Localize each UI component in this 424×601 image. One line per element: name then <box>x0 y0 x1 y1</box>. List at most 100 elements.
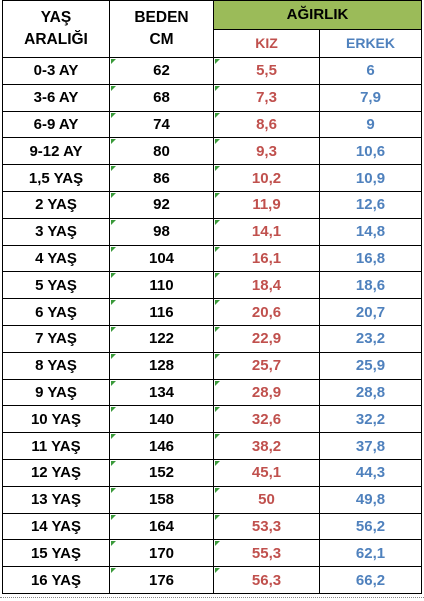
table-row: 1,5 YAŞ 86 10,2 10,9 <box>2 164 423 192</box>
table-row: 0-3 AY 62 5,5 6 <box>2 57 423 85</box>
boy-weight-cell: 6 <box>318 57 423 85</box>
table-row: 3-6 AY 68 7,3 7,9 <box>2 83 423 112</box>
size-cell: 170 <box>109 539 214 568</box>
girl-weight-cell: 28,9 <box>213 378 320 407</box>
boy-weight-cell: 44,3 <box>318 458 423 487</box>
girl-weight-cell: 9,3 <box>213 137 320 166</box>
age-cell: 9-12 AY <box>2 137 110 166</box>
boy-weight-cell: 66,2 <box>318 566 423 594</box>
size-cell: 86 <box>109 164 214 192</box>
boy-weight-cell: 62,1 <box>318 539 423 568</box>
boy-weight-cell: 25,9 <box>318 351 423 380</box>
table-row: 6-9 AY 74 8,6 9 <box>2 110 423 139</box>
girl-weight-cell: 14,1 <box>213 217 320 246</box>
age-cell: 9 YAŞ <box>2 378 110 407</box>
age-cell: 14 YAŞ <box>2 512 110 541</box>
girl-weight-cell: 20,6 <box>213 298 320 326</box>
size-cell: 164 <box>109 512 214 541</box>
size-header: BEDEN CM <box>109 0 214 58</box>
boy-weight-cell: 56,2 <box>318 512 423 541</box>
weight-header: AĞIRLIK <box>212 0 423 30</box>
size-cell: 176 <box>109 566 214 594</box>
age-cell: 10 YAŞ <box>2 405 110 434</box>
age-cell: 16 YAŞ <box>2 566 110 594</box>
size-cell: 116 <box>109 298 214 326</box>
sheet-bottom-edge <box>0 597 424 601</box>
boy-weight-cell: 32,2 <box>318 405 423 434</box>
age-cell: 1,5 YAŞ <box>2 164 110 192</box>
table-row: 15 YAŞ 170 55,3 62,1 <box>2 539 423 568</box>
age-cell: 0-3 AY <box>2 57 110 85</box>
size-cell: 134 <box>109 378 214 407</box>
age-cell: 11 YAŞ <box>2 432 110 460</box>
table-row: 13 YAŞ 158 50 49,8 <box>2 485 423 514</box>
table-row: 3 YAŞ 98 14,1 14,8 <box>2 217 423 246</box>
table-row: 6 YAŞ 116 20,6 20,7 <box>2 298 423 326</box>
size-cell: 158 <box>109 485 214 514</box>
age-cell: 6 YAŞ <box>2 298 110 326</box>
size-cell: 128 <box>109 351 214 380</box>
age-cell: 3 YAŞ <box>2 217 110 246</box>
size-cell: 80 <box>109 137 214 166</box>
girl-weight-cell: 18,4 <box>213 271 320 300</box>
table-body: 0-3 AY 62 5,5 6 3-6 AY 68 7,3 7,9 6-9 AY 74 8,6 9 9-… <box>2 57 423 594</box>
boy-weight-cell: 10,9 <box>318 164 423 192</box>
size-cell: 74 <box>109 110 214 139</box>
table-row: 4 YAŞ 104 16,1 16,8 <box>2 244 423 273</box>
boy-weight-cell: 16,8 <box>318 244 423 273</box>
girl-weight-cell: 55,3 <box>213 539 320 568</box>
header-row-top: YAŞ ARALIĞI BEDEN CM AĞIRLIK <box>2 0 423 58</box>
boy-weight-cell: 7,9 <box>318 83 423 112</box>
table-row: 16 YAŞ 176 56,3 66,2 <box>2 566 423 594</box>
age-cell: 2 YAŞ <box>2 190 110 219</box>
boy-weight-cell: 10,6 <box>318 137 423 166</box>
girl-weight-cell: 56,3 <box>213 566 320 594</box>
age-cell: 5 YAŞ <box>2 271 110 300</box>
table-row: 12 YAŞ 152 45,1 44,3 <box>2 458 423 487</box>
age-header-line1: YAŞ <box>40 9 72 26</box>
size-cell: 122 <box>109 324 214 353</box>
age-header-line2: ARALIĞI <box>24 31 88 48</box>
girl-weight-cell: 8,6 <box>213 110 320 139</box>
table-row: 9-12 AY 80 9,3 10,6 <box>2 137 423 166</box>
boy-weight-cell: 9 <box>318 110 423 139</box>
girl-weight-cell: 38,2 <box>213 432 320 460</box>
girl-weight-cell: 11,9 <box>213 190 320 219</box>
age-cell: 8 YAŞ <box>2 351 110 380</box>
age-cell: 13 YAŞ <box>2 485 110 514</box>
header-row-sub: KIZ ERKEK <box>3 28 423 59</box>
size-cell: 152 <box>109 458 214 487</box>
size-cell: 98 <box>109 217 214 246</box>
boy-weight-cell: 49,8 <box>318 485 423 514</box>
size-cell: 68 <box>109 83 214 112</box>
girl-weight-cell: 16,1 <box>213 244 320 273</box>
table-row: 11 YAŞ 146 38,2 37,8 <box>2 432 423 460</box>
girl-weight-cell: 5,5 <box>213 57 320 85</box>
girl-weight-cell: 32,6 <box>213 405 320 434</box>
girl-weight-cell: 45,1 <box>213 458 320 487</box>
table-row: 9 YAŞ 134 28,9 28,8 <box>2 378 423 407</box>
girl-weight-cell: 25,7 <box>213 351 320 380</box>
age-cell: 6-9 AY <box>2 110 110 139</box>
girl-weight-cell: 22,9 <box>213 324 320 353</box>
boy-weight-cell: 23,2 <box>318 324 423 353</box>
boy-weight-cell: 14,8 <box>318 217 423 246</box>
size-cell: 140 <box>109 405 214 434</box>
age-cell: 4 YAŞ <box>2 244 110 273</box>
size-header-line1: BEDEN <box>134 9 189 26</box>
boy-weight-cell: 12,6 <box>318 190 423 219</box>
girl-header: KIZ <box>213 28 320 59</box>
table-row: 14 YAŞ 164 53,3 56,2 <box>2 512 423 541</box>
girl-weight-cell: 53,3 <box>213 512 320 541</box>
girl-weight-cell: 7,3 <box>213 83 320 112</box>
table-row: 2 YAŞ 92 11,9 12,6 <box>2 190 423 219</box>
boy-header: ERKEK <box>318 28 423 59</box>
girl-weight-cell: 50 <box>213 485 320 514</box>
age-cell: 3-6 AY <box>2 83 110 112</box>
age-cell: 12 YAŞ <box>2 458 110 487</box>
girl-weight-cell: 10,2 <box>213 164 320 192</box>
boy-weight-cell: 28,8 <box>318 378 423 407</box>
age-cell: 7 YAŞ <box>2 324 110 353</box>
